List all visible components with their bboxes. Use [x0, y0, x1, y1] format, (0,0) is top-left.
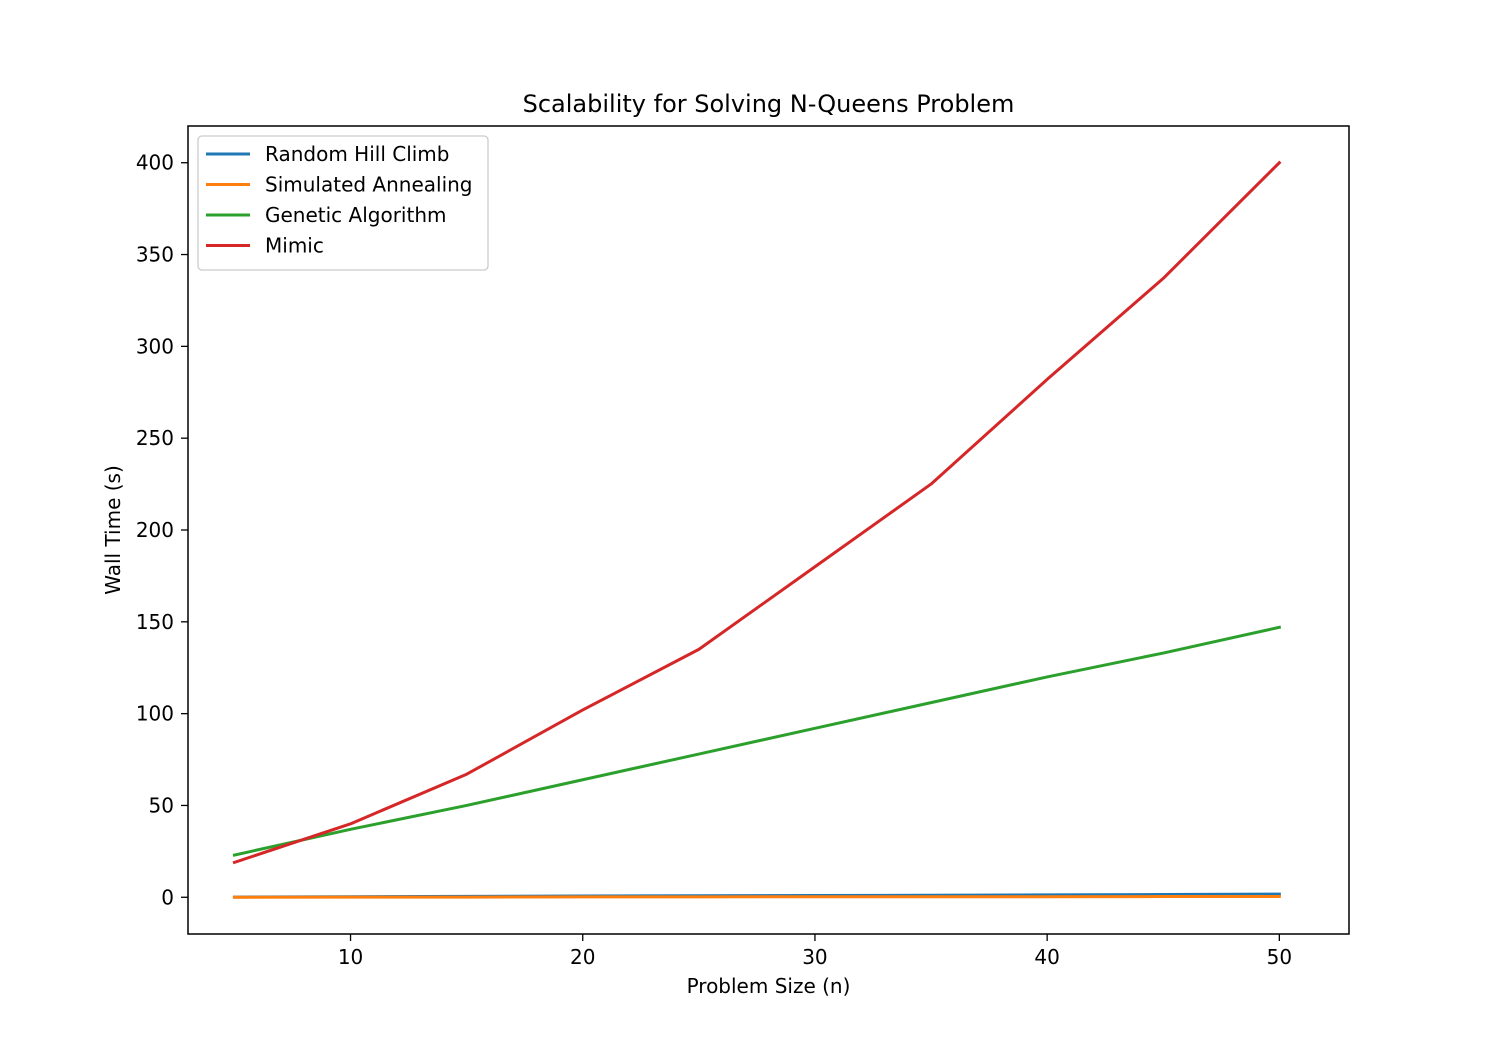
- x-tick-label-4: 50: [1267, 945, 1292, 969]
- y-tick-label-3: 150: [136, 610, 174, 634]
- legend-box: [197, 135, 489, 271]
- axis-ticks: 10 20 30 40 50 0 50 100 150 200 250 300 350 400: [136, 151, 1292, 969]
- x-tick-label-3: 40: [1034, 945, 1059, 969]
- legend-label-0: Random Hill Climb: [265, 142, 449, 166]
- y-tick-label-6: 300: [136, 334, 174, 358]
- legend-label-1: Simulated Annealing: [265, 173, 473, 197]
- y-tick-label-1: 50: [149, 793, 174, 817]
- legend-label-2: Genetic Algorithm: [265, 203, 446, 227]
- y-tick-label-7: 350: [136, 243, 174, 267]
- series-line-2: [232, 625, 1282, 857]
- x-tick-label-0: 10: [338, 945, 363, 969]
- series-line-3: [232, 160, 1282, 865]
- y-tick-label-5: 250: [136, 426, 174, 450]
- x-tick-label-1: 20: [570, 945, 595, 969]
- x-axis-label: Problem Size (n): [687, 974, 851, 998]
- legend: Random Hill Climb Simulated Annealing Gene…: [197, 135, 489, 271]
- y-tick-label-8: 400: [136, 151, 174, 175]
- x-tick-label-2: 30: [802, 945, 827, 969]
- y-tick-label-2: 100: [136, 702, 174, 726]
- chart-title: Scalability for Solving N-Queens Problem: [523, 90, 1015, 118]
- plot-area: [187, 125, 1350, 935]
- legend-label-3: Mimic: [265, 234, 324, 258]
- y-tick-label-4: 200: [136, 518, 174, 542]
- y-axis-label: Wall Time (s): [101, 465, 125, 595]
- series-line-1: [232, 895, 1281, 899]
- y-tick-label-0: 0: [161, 885, 174, 909]
